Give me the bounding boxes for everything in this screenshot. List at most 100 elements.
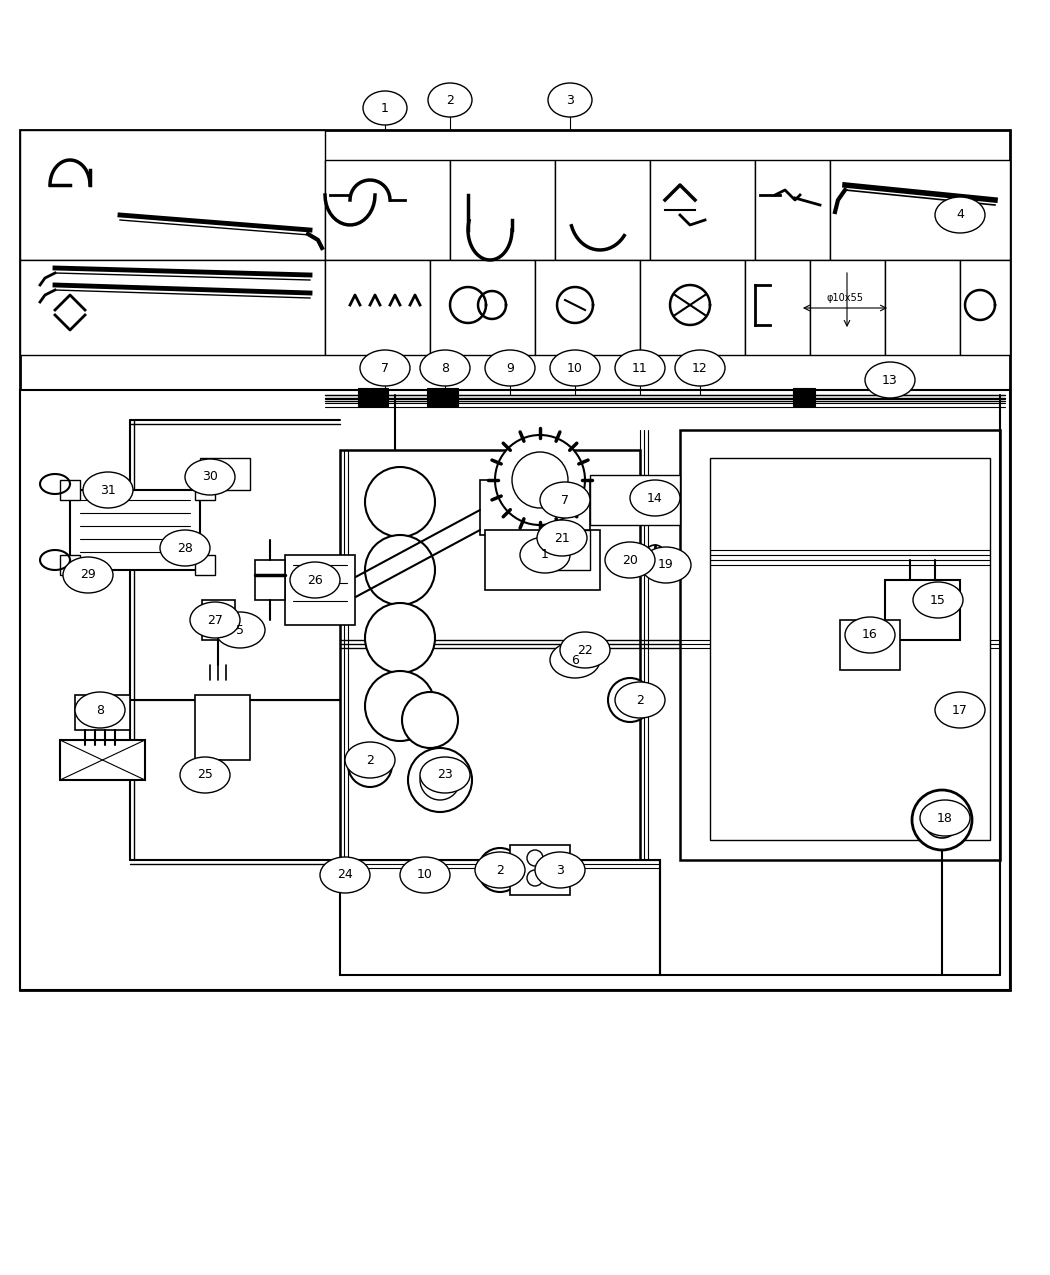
- Ellipse shape: [605, 542, 655, 578]
- Bar: [840, 620, 900, 669]
- Text: 1: 1: [541, 548, 549, 561]
- Ellipse shape: [934, 692, 985, 728]
- Text: 4: 4: [957, 209, 964, 222]
- Bar: [755, 159, 830, 260]
- Text: 21: 21: [554, 532, 570, 544]
- Bar: [680, 430, 1000, 861]
- Bar: [202, 601, 235, 640]
- Text: 22: 22: [578, 644, 593, 657]
- Ellipse shape: [540, 482, 590, 518]
- Text: 26: 26: [307, 574, 323, 586]
- Ellipse shape: [180, 757, 230, 793]
- Circle shape: [645, 544, 665, 565]
- Bar: [555, 159, 650, 260]
- Ellipse shape: [185, 459, 235, 495]
- Text: 7: 7: [381, 362, 388, 375]
- Text: 19: 19: [658, 558, 674, 571]
- Ellipse shape: [675, 351, 724, 386]
- Ellipse shape: [400, 857, 450, 892]
- Text: 15: 15: [930, 593, 946, 607]
- Ellipse shape: [934, 198, 985, 233]
- Circle shape: [402, 692, 458, 748]
- Ellipse shape: [345, 742, 395, 778]
- Ellipse shape: [290, 562, 340, 598]
- Text: 27: 27: [207, 613, 223, 626]
- Text: 2: 2: [636, 694, 644, 706]
- Text: 24: 24: [337, 868, 353, 881]
- Bar: [195, 479, 215, 500]
- Text: 28: 28: [177, 542, 193, 555]
- Ellipse shape: [920, 799, 970, 836]
- Text: 13: 13: [882, 374, 898, 386]
- Ellipse shape: [845, 617, 895, 653]
- Text: 14: 14: [647, 491, 663, 505]
- Ellipse shape: [640, 547, 691, 583]
- Ellipse shape: [420, 757, 470, 793]
- Ellipse shape: [428, 83, 472, 117]
- Circle shape: [512, 453, 568, 507]
- Ellipse shape: [615, 682, 665, 718]
- Ellipse shape: [320, 857, 370, 892]
- Bar: [326, 159, 450, 260]
- Ellipse shape: [83, 472, 133, 507]
- Bar: [195, 555, 215, 575]
- Bar: [60, 479, 80, 500]
- Bar: [200, 458, 250, 490]
- Circle shape: [348, 743, 392, 787]
- Circle shape: [625, 544, 645, 565]
- Text: 2: 2: [366, 754, 374, 766]
- Text: 25: 25: [197, 769, 213, 782]
- Text: 23: 23: [437, 769, 453, 782]
- Bar: [746, 260, 810, 354]
- Circle shape: [527, 850, 543, 866]
- Bar: [20, 390, 1010, 989]
- Text: 30: 30: [202, 470, 218, 483]
- Bar: [830, 159, 1010, 260]
- Bar: [60, 740, 145, 780]
- Bar: [326, 260, 430, 354]
- Ellipse shape: [190, 602, 240, 638]
- Text: 16: 16: [862, 629, 878, 641]
- Bar: [885, 580, 960, 640]
- Bar: [20, 260, 325, 354]
- Ellipse shape: [485, 351, 536, 386]
- Bar: [430, 260, 536, 354]
- Text: 3: 3: [566, 93, 574, 107]
- Text: 3: 3: [556, 863, 564, 876]
- Ellipse shape: [363, 91, 407, 125]
- Bar: [555, 530, 590, 570]
- Text: 31: 31: [100, 483, 116, 496]
- Circle shape: [365, 536, 435, 606]
- Ellipse shape: [630, 479, 680, 516]
- Ellipse shape: [75, 692, 125, 728]
- Circle shape: [365, 671, 435, 741]
- Text: 1: 1: [381, 102, 388, 115]
- Text: 9: 9: [506, 362, 513, 375]
- Text: 10: 10: [567, 362, 583, 375]
- Circle shape: [365, 467, 435, 537]
- Ellipse shape: [420, 351, 470, 386]
- Ellipse shape: [550, 351, 600, 386]
- Circle shape: [408, 748, 472, 812]
- Bar: [75, 695, 130, 731]
- Text: 6: 6: [571, 654, 579, 667]
- Text: 5: 5: [236, 623, 244, 636]
- Ellipse shape: [560, 632, 610, 668]
- Ellipse shape: [215, 612, 265, 648]
- Bar: [590, 476, 680, 525]
- Ellipse shape: [536, 852, 585, 887]
- Circle shape: [608, 678, 652, 722]
- Text: 17: 17: [952, 704, 968, 717]
- Ellipse shape: [475, 852, 525, 887]
- Circle shape: [924, 802, 960, 838]
- Text: 12: 12: [692, 362, 708, 375]
- Bar: [960, 260, 1010, 354]
- Bar: [480, 479, 590, 536]
- Circle shape: [478, 848, 522, 892]
- Bar: [70, 490, 200, 570]
- Bar: [510, 845, 570, 895]
- Bar: [340, 450, 640, 861]
- Bar: [810, 260, 885, 354]
- Bar: [710, 458, 990, 840]
- Circle shape: [365, 603, 435, 673]
